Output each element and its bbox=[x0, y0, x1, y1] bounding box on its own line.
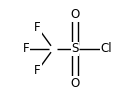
Text: F: F bbox=[23, 43, 29, 55]
Text: O: O bbox=[70, 77, 79, 90]
Text: O: O bbox=[70, 8, 79, 21]
Text: Cl: Cl bbox=[100, 43, 112, 55]
Text: F: F bbox=[34, 64, 41, 77]
Text: S: S bbox=[71, 43, 79, 55]
Text: F: F bbox=[34, 21, 41, 34]
